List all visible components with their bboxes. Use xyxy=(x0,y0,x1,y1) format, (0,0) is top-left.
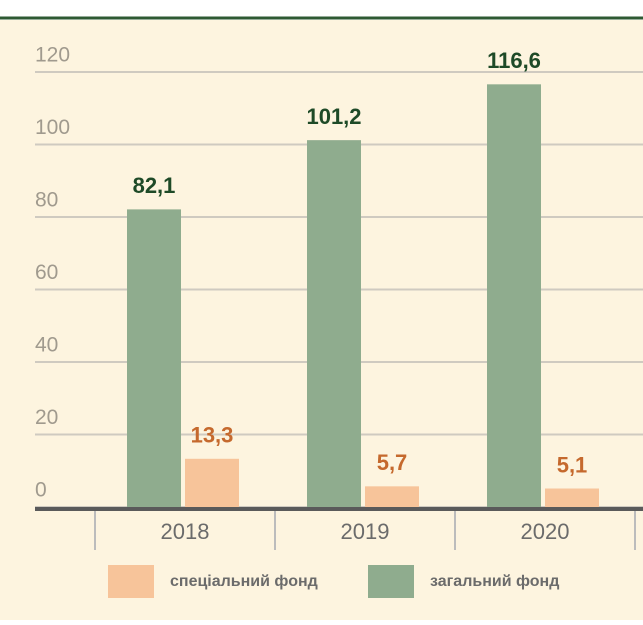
y-tick-label: 20 xyxy=(35,406,58,429)
bar xyxy=(365,486,419,507)
y-tick-label: 40 xyxy=(35,334,58,357)
legend-swatch xyxy=(108,565,154,598)
x-tick-label: 2018 xyxy=(161,519,210,544)
bar xyxy=(127,209,181,507)
value-label: 116,6 xyxy=(487,48,541,73)
bar xyxy=(185,458,239,507)
value-label: 101,2 xyxy=(306,104,361,129)
value-label: 82,1 xyxy=(133,173,176,198)
x-tick-label: 2020 xyxy=(521,519,570,544)
y-tick-label: 0 xyxy=(35,479,47,502)
y-tick-label: 100 xyxy=(35,116,70,139)
value-label: 5,7 xyxy=(377,450,408,475)
y-tick-label: 60 xyxy=(35,261,58,284)
bar xyxy=(307,140,361,507)
value-label: 13,3 xyxy=(191,423,234,448)
x-tick-label: 2019 xyxy=(341,519,390,544)
legend-label: загальний фонд xyxy=(430,573,559,590)
legend-label: спеціальний фонд xyxy=(170,573,318,590)
y-tick-label: 80 xyxy=(35,189,58,212)
bar xyxy=(487,84,541,507)
value-label: 5,1 xyxy=(557,452,588,477)
legend-swatch xyxy=(368,565,414,598)
y-tick-label: 120 xyxy=(35,44,70,67)
bar xyxy=(545,488,599,507)
